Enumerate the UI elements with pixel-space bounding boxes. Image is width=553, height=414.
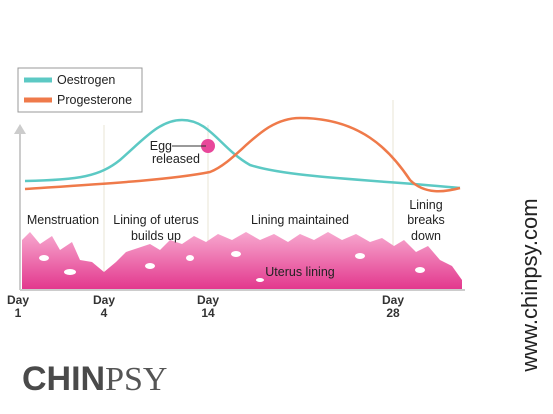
day-label: 1 [15,306,22,320]
phase-label: breaks [407,213,445,227]
phase-label: builds up [131,229,181,243]
day-label: Day [382,293,404,307]
lining-holes [39,251,425,282]
annotation: released [152,152,200,166]
legend-label: Progesterone [57,93,132,107]
brand: CHINPSY [22,360,167,398]
day-label: 28 [386,306,400,320]
egg [201,139,215,153]
oestrogen-curve [24,118,461,190]
axis-arrow [14,124,26,134]
progesterone-curve [24,116,461,193]
day-label: 4 [101,306,108,320]
brand-bold: CHIN [22,360,105,398]
day-label: Day [93,293,115,307]
phase-label: Lining of uterus [113,213,198,227]
legend-box [17,67,143,113]
website: www.chinpsy.com [517,198,542,372]
phase-label: Lining maintained [251,213,349,227]
legend-label: Oestrogen [57,73,115,87]
annotation: Egg [150,139,172,153]
phase-label: down [411,229,441,243]
day-label: 14 [201,306,215,320]
lining-label: Uterus lining [265,265,335,279]
day-label: Day [197,293,219,307]
uterus-lining [22,232,462,290]
phase-label: Menstruation [27,213,99,227]
day-label: Day [7,293,29,307]
phase-label: Lining [409,198,442,212]
brand-light: PSY [105,361,167,398]
